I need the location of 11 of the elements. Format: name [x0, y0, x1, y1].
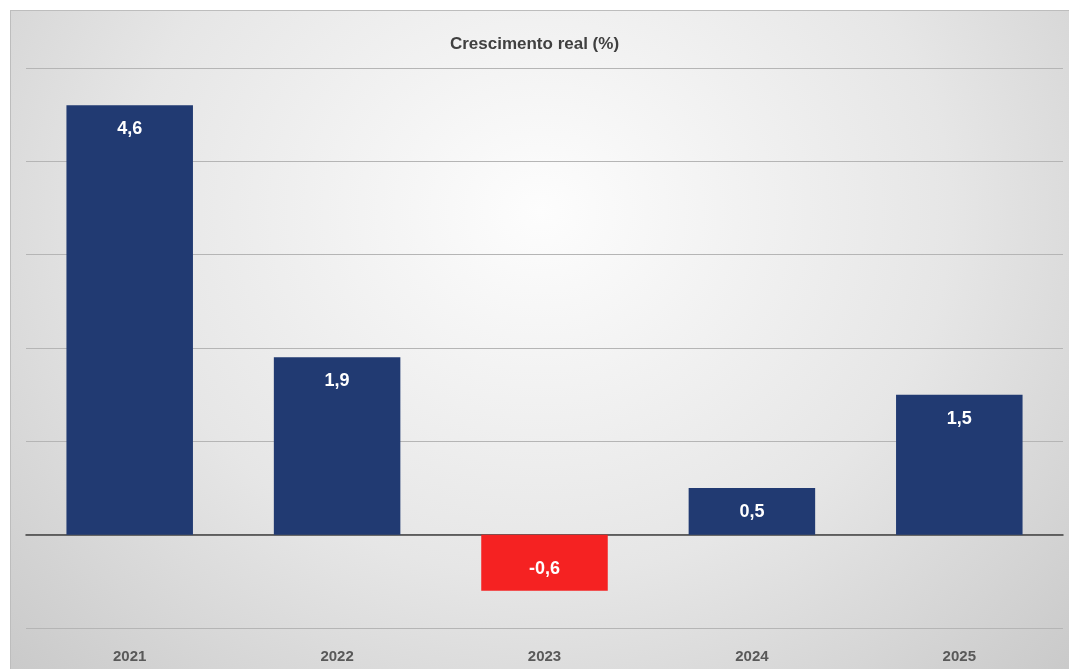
data-label: 1,5 — [946, 407, 972, 428]
x-tick-label: 2025 — [942, 647, 976, 664]
data-label: 0,5 — [739, 501, 765, 521]
data-label: 4,6 — [117, 118, 143, 139]
data-label: 1,9 — [324, 370, 350, 391]
x-tick-label: 2024 — [735, 647, 770, 664]
x-tick-label: 2022 — [320, 647, 354, 664]
data-label: -0,6 — [528, 557, 561, 578]
x-tick-label: 2021 — [113, 647, 147, 664]
chart-title: Crescimento real (%) — [449, 34, 620, 53]
x-tick-label: 2023 — [527, 647, 562, 664]
